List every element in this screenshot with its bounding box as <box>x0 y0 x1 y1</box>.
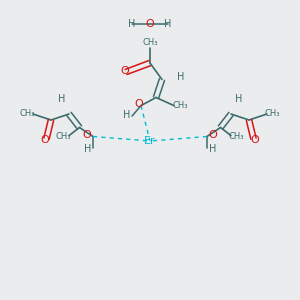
Text: CH₃: CH₃ <box>20 110 35 118</box>
Text: O: O <box>250 135 260 145</box>
Text: H: H <box>123 110 130 120</box>
Text: O: O <box>40 135 50 145</box>
Text: CH₃: CH₃ <box>142 38 158 47</box>
Text: CH₃: CH₃ <box>265 110 280 118</box>
Text: O: O <box>146 19 154 29</box>
Text: H: H <box>209 144 216 154</box>
Text: CH₃: CH₃ <box>229 132 244 141</box>
Text: H: H <box>84 144 91 154</box>
Text: O: O <box>120 66 129 76</box>
Text: O: O <box>134 99 143 109</box>
Text: H: H <box>164 19 172 29</box>
Text: CH₃: CH₃ <box>56 132 71 141</box>
Text: Er: Er <box>144 136 156 146</box>
Text: H: H <box>58 94 65 104</box>
Text: O: O <box>82 130 91 140</box>
Text: O: O <box>208 130 217 140</box>
Text: CH₃: CH₃ <box>172 101 188 110</box>
Text: H: H <box>128 19 136 29</box>
Text: H: H <box>235 94 242 104</box>
Text: H: H <box>177 71 184 82</box>
